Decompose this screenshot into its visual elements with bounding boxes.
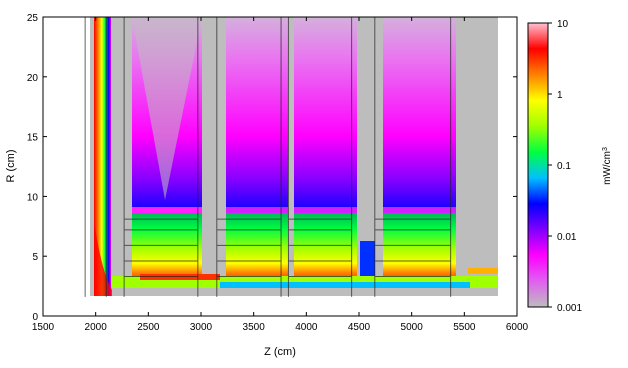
magenta-line-1 — [132, 207, 202, 213]
colorbar-tick-label: 0.1 — [557, 161, 571, 172]
plot-frame — [42, 16, 518, 317]
x-axis-label: Z (cm) — [264, 346, 296, 358]
x-tick-label: 2500 — [137, 322, 160, 333]
bottom-strip-blue — [220, 282, 470, 288]
boundary-lines — [84, 17, 452, 297]
colorbar-label: mW/cm3 — [602, 147, 614, 185]
section-2-lower — [226, 207, 288, 282]
y-tick-label: 25 — [27, 13, 39, 24]
colorbar-tick-label: 0.001 — [557, 303, 582, 314]
colorbar-tick-label: 0.01 — [557, 232, 577, 243]
colorbar-gradient — [527, 22, 549, 308]
x-tick-label: 2000 — [85, 322, 108, 333]
section-1-lower — [132, 207, 202, 282]
colorbar: 0.001 0.01 0.1 1 10 mW/cm3 — [527, 19, 614, 314]
y-tick-label: 5 — [32, 252, 38, 263]
x-tick-label: 3500 — [243, 322, 266, 333]
red-nose — [94, 220, 112, 296]
section-1-v — [132, 17, 202, 200]
section-4-lower — [383, 207, 456, 282]
colorbar-tick-label: 1 — [557, 90, 563, 101]
x-tick-label: 3000 — [190, 322, 213, 333]
y-tick-label: 10 — [27, 192, 39, 203]
y-tick-label: 0 — [32, 312, 38, 323]
flange — [360, 241, 375, 276]
x-axis: 1500 2000 2500 3000 3500 4000 4500 5000 5500 6000 — [32, 17, 529, 333]
x-tick-label: 5000 — [401, 322, 424, 333]
y-axis: 0 5 10 15 20 25 — [27, 13, 517, 323]
x-tick-label: 4000 — [295, 322, 318, 333]
first-wall-band — [94, 17, 111, 296]
magenta-line-4 — [383, 207, 456, 213]
magenta-line-3 — [294, 207, 357, 213]
y-tick-label: 20 — [27, 73, 39, 84]
colorbar-ticks: 0.001 0.01 0.1 1 10 — [548, 19, 582, 314]
heatmap-area — [43, 17, 517, 316]
colorbar-label-main: mW/cm — [602, 151, 613, 185]
colorbar-tick-label: 10 — [557, 19, 569, 30]
y-tick-label: 15 — [27, 133, 39, 144]
y-axis-label: R (cm) — [5, 150, 17, 183]
x-tick-label: 6000 — [506, 322, 529, 333]
x-tick-label: 4500 — [348, 322, 371, 333]
magenta-line-2 — [226, 207, 288, 213]
colorbar-label-sup: 3 — [602, 147, 609, 151]
x-tick-label: 5500 — [453, 322, 476, 333]
x-tick-label: 1500 — [32, 322, 55, 333]
section-3-lower — [294, 207, 357, 282]
end-strip — [468, 268, 498, 274]
